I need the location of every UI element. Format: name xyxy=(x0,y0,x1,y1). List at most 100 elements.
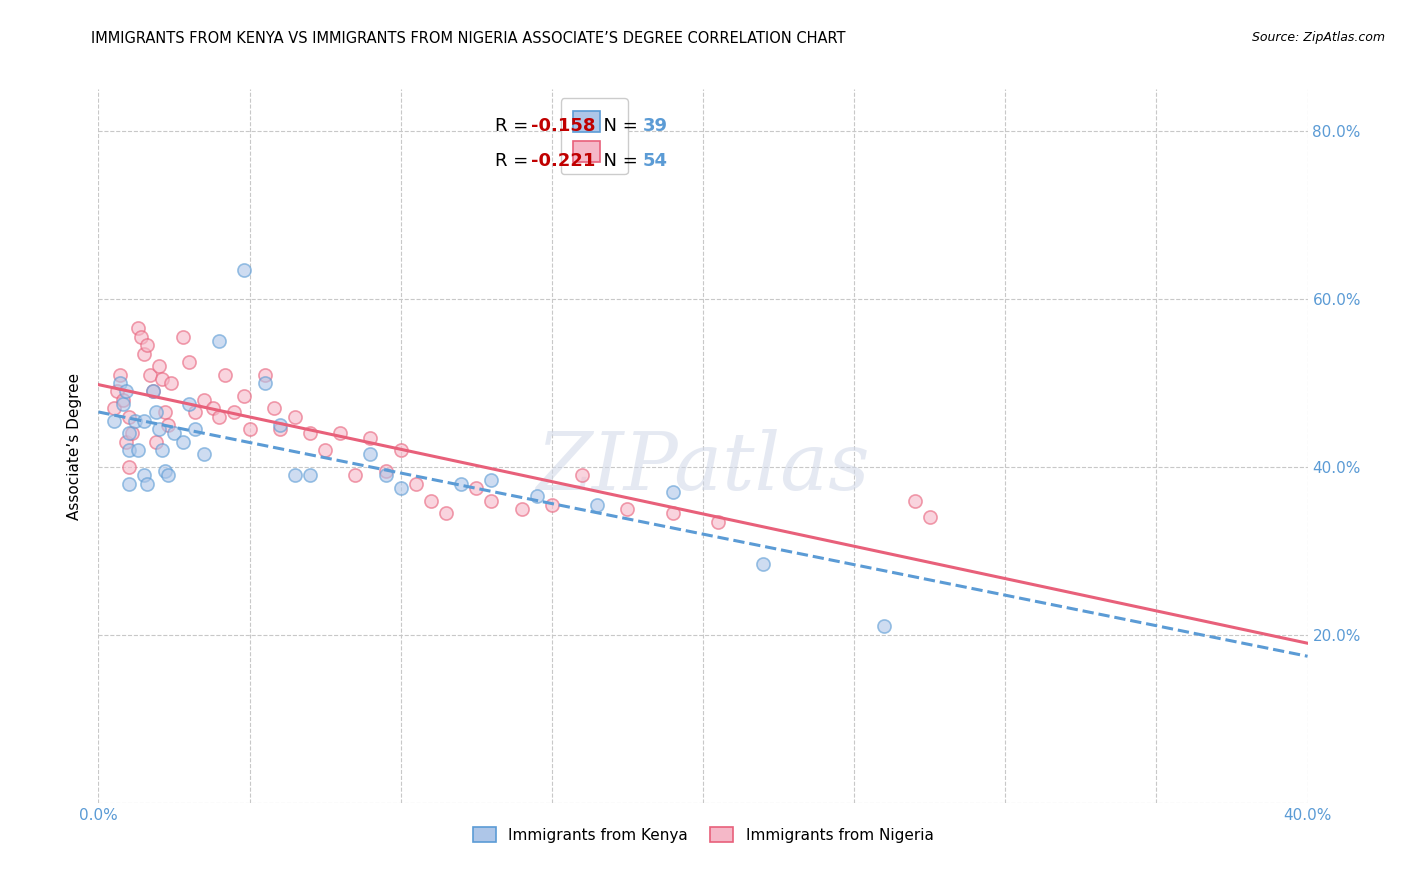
Text: N =: N = xyxy=(592,152,644,169)
Point xyxy=(661,485,683,500)
Point xyxy=(465,481,488,495)
Point xyxy=(263,401,285,416)
Point xyxy=(526,489,548,503)
Point xyxy=(135,338,157,352)
Point xyxy=(232,262,254,277)
Text: R =: R = xyxy=(495,152,534,169)
Point xyxy=(132,414,155,428)
Point xyxy=(145,434,167,449)
Point xyxy=(179,355,201,369)
Point xyxy=(374,468,396,483)
Point xyxy=(873,619,896,633)
Point xyxy=(114,384,136,399)
Point xyxy=(153,405,176,419)
Point xyxy=(127,321,149,335)
Point xyxy=(142,384,165,399)
Point xyxy=(163,426,186,441)
Point xyxy=(450,476,472,491)
Point xyxy=(661,506,683,520)
Point xyxy=(150,372,173,386)
Point xyxy=(344,468,367,483)
Point xyxy=(103,414,125,428)
Point xyxy=(360,431,382,445)
Point xyxy=(329,426,352,441)
Point xyxy=(108,376,131,390)
Point xyxy=(707,515,730,529)
Point xyxy=(208,334,231,348)
Point xyxy=(153,464,176,478)
Point xyxy=(510,502,533,516)
Point xyxy=(208,409,231,424)
Point xyxy=(918,510,941,524)
Point xyxy=(103,401,125,416)
Text: 39: 39 xyxy=(643,118,668,136)
Point xyxy=(239,422,262,436)
Point xyxy=(214,368,236,382)
Point xyxy=(299,468,322,483)
Point xyxy=(118,443,141,458)
Point xyxy=(139,368,162,382)
Point xyxy=(481,473,503,487)
Point xyxy=(142,384,165,399)
Text: 54: 54 xyxy=(643,152,668,169)
Point xyxy=(420,493,443,508)
Point xyxy=(121,426,143,441)
Point xyxy=(124,414,146,428)
Point xyxy=(135,476,157,491)
Point xyxy=(253,376,276,390)
Point xyxy=(114,434,136,449)
Point xyxy=(202,401,225,416)
Point xyxy=(118,426,141,441)
Point xyxy=(118,460,141,475)
Point xyxy=(156,468,179,483)
Point xyxy=(284,409,307,424)
Point xyxy=(586,498,609,512)
Point xyxy=(405,476,427,491)
Point xyxy=(269,422,291,436)
Point xyxy=(540,498,562,512)
Text: IMMIGRANTS FROM KENYA VS IMMIGRANTS FROM NIGERIA ASSOCIATE’S DEGREE CORRELATION : IMMIGRANTS FROM KENYA VS IMMIGRANTS FROM… xyxy=(91,31,846,46)
Point xyxy=(108,368,131,382)
Point xyxy=(118,476,141,491)
Point xyxy=(111,397,134,411)
Point xyxy=(616,502,638,516)
Point xyxy=(299,426,322,441)
Point xyxy=(571,468,593,483)
Point xyxy=(150,443,173,458)
Point xyxy=(360,447,382,461)
Point xyxy=(904,493,927,508)
Legend: Immigrants from Kenya, Immigrants from Nigeria: Immigrants from Kenya, Immigrants from N… xyxy=(467,821,939,848)
Point xyxy=(156,417,179,432)
Point xyxy=(129,330,152,344)
Point xyxy=(193,392,215,407)
Y-axis label: Associate’s Degree: Associate’s Degree xyxy=(67,373,83,519)
Point xyxy=(105,384,128,399)
Point xyxy=(179,397,201,411)
Point xyxy=(224,405,246,419)
Point xyxy=(434,506,457,520)
Point xyxy=(269,417,291,432)
Text: -0.221: -0.221 xyxy=(531,152,596,169)
Text: Source: ZipAtlas.com: Source: ZipAtlas.com xyxy=(1251,31,1385,45)
Point xyxy=(132,468,155,483)
Point xyxy=(284,468,307,483)
Point xyxy=(160,376,183,390)
Point xyxy=(111,392,134,407)
Point xyxy=(118,409,141,424)
Point xyxy=(148,422,170,436)
Point xyxy=(232,389,254,403)
Point xyxy=(481,493,503,508)
Point xyxy=(172,434,194,449)
Point xyxy=(132,346,155,360)
Point xyxy=(148,359,170,374)
Point xyxy=(184,422,207,436)
Point xyxy=(127,443,149,458)
Point xyxy=(374,464,396,478)
Point xyxy=(389,443,412,458)
Text: -0.158: -0.158 xyxy=(531,118,596,136)
Point xyxy=(389,481,412,495)
Point xyxy=(314,443,336,458)
Point xyxy=(172,330,194,344)
Text: ZIPatlas: ZIPatlas xyxy=(536,429,870,506)
Point xyxy=(253,368,276,382)
